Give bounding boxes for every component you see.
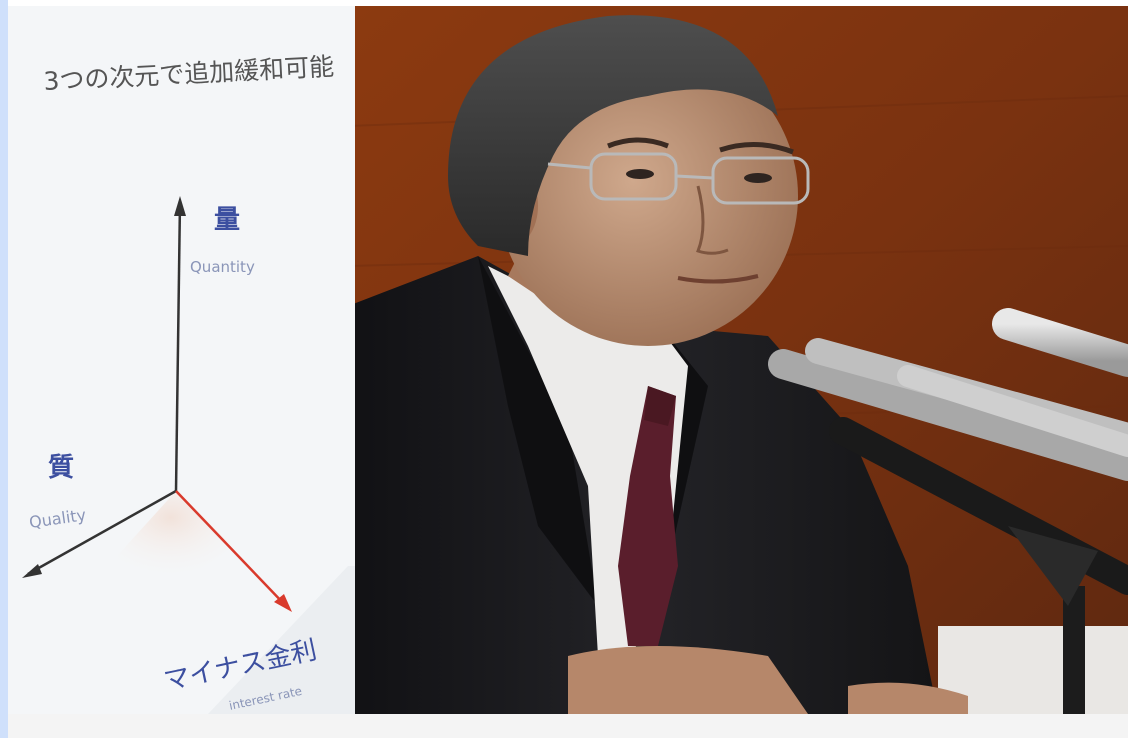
hair	[448, 15, 778, 256]
bottom-strip	[8, 714, 1128, 738]
left-edge-strip	[0, 0, 8, 738]
tie	[618, 386, 678, 646]
quantity-label-en: Quantity	[190, 258, 255, 276]
microphones	[768, 308, 1128, 714]
quality-axis	[27, 489, 177, 576]
press-conference-photo: 3つの次元で追加緩和可能 量 Quantity 質 Quality マイナス金利…	[8, 6, 1128, 714]
quantity-axis	[174, 200, 182, 492]
glasses	[547, 152, 810, 205]
hands	[568, 646, 808, 714]
quality-label-jp: 質	[48, 453, 74, 483]
table-top	[938, 626, 1128, 714]
presentation-board	[8, 6, 355, 714]
rate-axis	[175, 490, 287, 607]
quantity-label-jp: 量	[214, 205, 240, 235]
photo-canvas: 3つの次元で追加緩和可能 量 Quantity 質 Quality マイナス金利…	[8, 6, 1128, 714]
